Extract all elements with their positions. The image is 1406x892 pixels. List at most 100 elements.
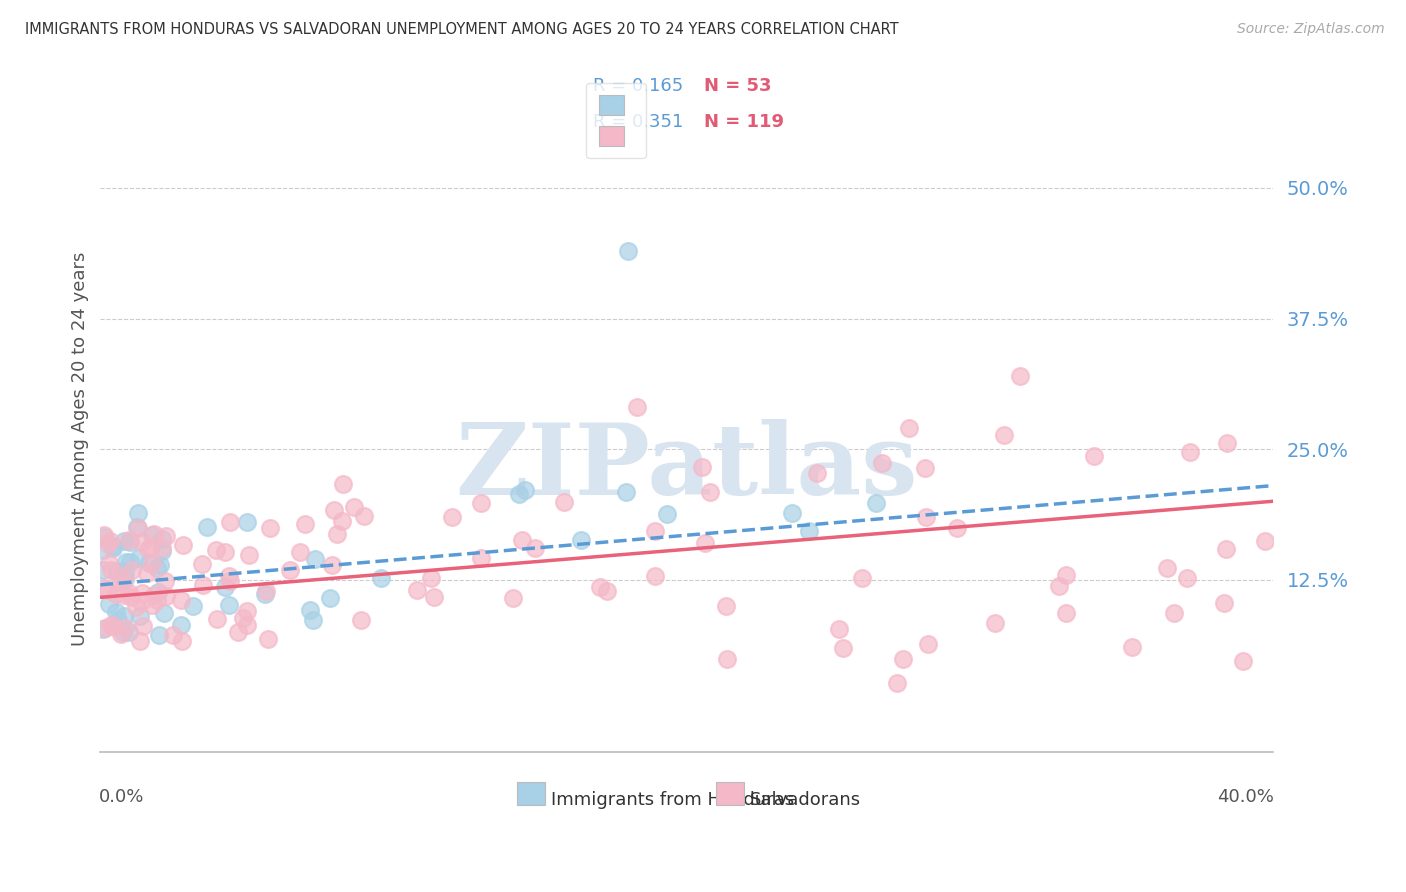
Point	[105, 564, 128, 578]
Point	[891, 652, 914, 666]
Point	[508, 487, 530, 501]
Point	[321, 558, 343, 572]
Point	[129, 595, 152, 609]
Point	[502, 591, 524, 605]
Point	[131, 619, 153, 633]
Text: Immigrants from Honduras: Immigrants from Honduras	[551, 791, 794, 809]
Point	[96, 583, 118, 598]
Point	[155, 589, 177, 603]
Point	[112, 608, 135, 623]
Point	[142, 526, 165, 541]
Point	[146, 560, 169, 574]
Point	[118, 624, 141, 639]
Point	[101, 539, 124, 553]
Point	[253, 587, 276, 601]
Point	[104, 605, 127, 619]
Point	[343, 500, 366, 514]
Point	[256, 632, 278, 647]
Point	[131, 535, 153, 549]
Point	[644, 569, 666, 583]
Point	[617, 244, 640, 258]
Point	[146, 592, 169, 607]
Point	[155, 529, 177, 543]
Point	[332, 477, 354, 491]
Point	[141, 528, 163, 542]
Point	[288, 544, 311, 558]
Point	[112, 534, 135, 549]
Point	[1232, 654, 1254, 668]
Point	[828, 622, 851, 636]
Point	[513, 483, 536, 497]
Point	[170, 592, 193, 607]
Point	[278, 563, 301, 577]
Point	[118, 535, 141, 549]
Point	[101, 541, 124, 555]
Point	[714, 599, 737, 613]
Point	[104, 587, 127, 601]
Point	[831, 641, 853, 656]
Point	[127, 521, 149, 535]
Point	[93, 528, 115, 542]
Point	[136, 566, 159, 580]
Point	[101, 619, 124, 633]
Point	[596, 584, 619, 599]
Point	[693, 536, 716, 550]
Point	[553, 494, 575, 508]
Point	[870, 456, 893, 470]
Text: N = 119: N = 119	[704, 113, 785, 131]
Point	[914, 460, 936, 475]
Point	[236, 604, 259, 618]
Point	[799, 524, 821, 538]
Point	[657, 508, 679, 522]
Point	[91, 563, 114, 577]
Point	[205, 612, 228, 626]
Point	[1215, 542, 1237, 557]
Point	[219, 574, 242, 589]
Point	[330, 514, 353, 528]
Point	[191, 578, 214, 592]
Point	[205, 542, 228, 557]
Point	[162, 627, 184, 641]
Point	[350, 613, 373, 627]
Point	[254, 583, 277, 598]
Point	[114, 621, 136, 635]
Point	[91, 542, 114, 557]
Point	[1121, 640, 1143, 655]
Point	[114, 572, 136, 586]
Point	[232, 611, 254, 625]
Point	[1175, 571, 1198, 585]
Point	[98, 534, 121, 549]
Point	[172, 538, 194, 552]
Point	[97, 537, 120, 551]
Point	[886, 675, 908, 690]
Point	[851, 571, 873, 585]
Point	[183, 599, 205, 614]
Point	[441, 509, 464, 524]
Point	[127, 506, 149, 520]
Point	[323, 503, 346, 517]
Point	[423, 590, 446, 604]
Point	[141, 598, 163, 612]
Point	[128, 634, 150, 648]
Text: 40.0%: 40.0%	[1218, 789, 1274, 806]
Point	[170, 618, 193, 632]
Point	[1010, 368, 1032, 383]
Point	[236, 515, 259, 529]
Point	[319, 591, 342, 606]
Text: N = 53: N = 53	[704, 77, 772, 95]
Point	[1083, 449, 1105, 463]
Point	[304, 552, 326, 566]
Point	[131, 586, 153, 600]
Point	[510, 533, 533, 548]
Point	[136, 541, 159, 556]
Point	[118, 533, 141, 547]
Point	[865, 496, 887, 510]
Y-axis label: Unemployment Among Ages 20 to 24 years: Unemployment Among Ages 20 to 24 years	[72, 252, 89, 646]
Point	[523, 541, 546, 556]
Point	[1253, 534, 1275, 549]
Point	[238, 548, 260, 562]
Point	[100, 563, 122, 577]
Point	[155, 574, 177, 589]
Point	[917, 637, 939, 651]
Point	[588, 580, 610, 594]
